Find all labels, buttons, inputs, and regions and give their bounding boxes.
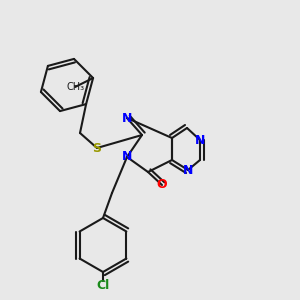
Text: O: O: [157, 178, 167, 191]
Text: N: N: [122, 151, 132, 164]
Text: CH₃: CH₃: [66, 82, 84, 92]
Text: N: N: [122, 112, 132, 124]
Text: N: N: [183, 164, 193, 176]
Text: Cl: Cl: [96, 279, 110, 292]
Text: N: N: [195, 134, 205, 146]
Text: S: S: [92, 142, 101, 154]
